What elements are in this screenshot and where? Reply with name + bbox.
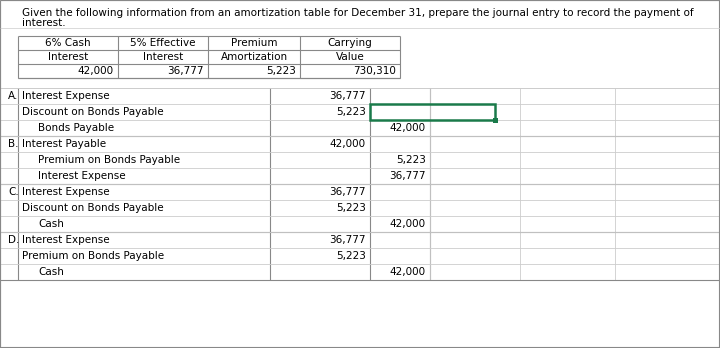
Text: 42,000: 42,000 xyxy=(330,139,366,149)
Text: Carrying: Carrying xyxy=(328,38,372,48)
Text: 42,000: 42,000 xyxy=(78,66,114,76)
Text: Premium on Bonds Payable: Premium on Bonds Payable xyxy=(38,155,180,165)
Text: 5,223: 5,223 xyxy=(336,203,366,213)
Text: Discount on Bonds Payable: Discount on Bonds Payable xyxy=(22,203,163,213)
Text: 6% Cash: 6% Cash xyxy=(45,38,91,48)
Text: 5,223: 5,223 xyxy=(336,251,366,261)
Text: A.: A. xyxy=(8,91,19,101)
Text: interest.: interest. xyxy=(22,18,66,28)
Text: 5% Effective: 5% Effective xyxy=(130,38,196,48)
Bar xyxy=(370,104,495,120)
Text: D.: D. xyxy=(8,235,19,245)
Text: Interest Expense: Interest Expense xyxy=(38,171,125,181)
Text: Value: Value xyxy=(336,52,364,62)
Text: Cash: Cash xyxy=(38,267,64,277)
Text: Interest Payable: Interest Payable xyxy=(22,139,106,149)
Text: Cash: Cash xyxy=(38,219,64,229)
Text: Interest: Interest xyxy=(48,52,88,62)
Text: Amortization: Amortization xyxy=(220,52,287,62)
Text: 36,777: 36,777 xyxy=(330,91,366,101)
Text: B.: B. xyxy=(8,139,19,149)
Text: 5,223: 5,223 xyxy=(336,107,366,117)
Text: 36,777: 36,777 xyxy=(168,66,204,76)
Text: 36,777: 36,777 xyxy=(330,187,366,197)
Text: Bonds Payable: Bonds Payable xyxy=(38,123,114,133)
Text: Interest Expense: Interest Expense xyxy=(22,187,109,197)
Text: 5,223: 5,223 xyxy=(396,155,426,165)
Text: 730,310: 730,310 xyxy=(353,66,396,76)
Text: Premium on Bonds Payable: Premium on Bonds Payable xyxy=(22,251,164,261)
Text: Interest Expense: Interest Expense xyxy=(22,91,109,101)
Text: Interest: Interest xyxy=(143,52,183,62)
Text: Given the following information from an amortization table for December 31, prep: Given the following information from an … xyxy=(22,8,693,18)
Text: Discount on Bonds Payable: Discount on Bonds Payable xyxy=(22,107,163,117)
Text: 36,777: 36,777 xyxy=(330,235,366,245)
Text: Premium: Premium xyxy=(230,38,277,48)
Text: 42,000: 42,000 xyxy=(390,219,426,229)
Text: C.: C. xyxy=(8,187,19,197)
Text: 42,000: 42,000 xyxy=(390,267,426,277)
Bar xyxy=(493,118,498,123)
Text: Interest Expense: Interest Expense xyxy=(22,235,109,245)
Text: 36,777: 36,777 xyxy=(390,171,426,181)
Text: 42,000: 42,000 xyxy=(390,123,426,133)
Text: 5,223: 5,223 xyxy=(266,66,296,76)
